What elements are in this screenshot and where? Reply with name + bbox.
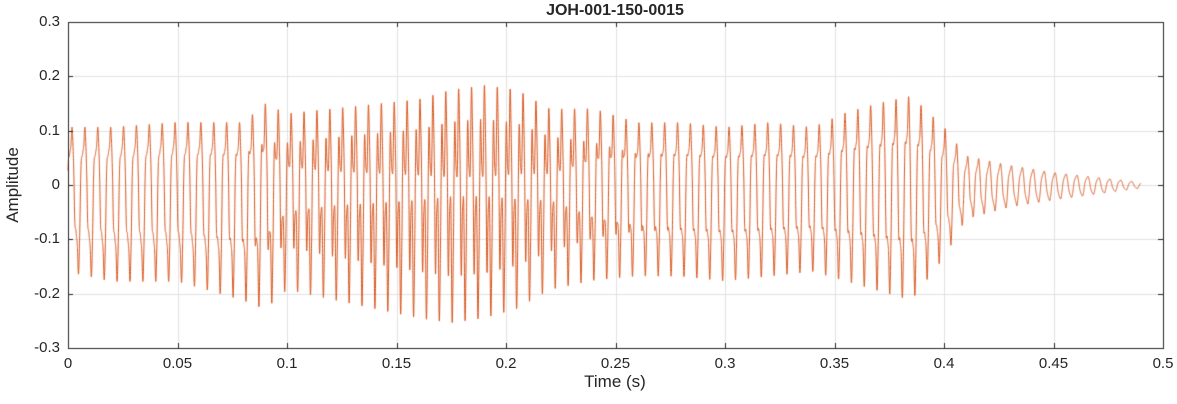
- x-tick-label: 0.1: [276, 355, 298, 372]
- y-tick-label: 0.2: [39, 67, 60, 85]
- x-axis-label: Time (s): [584, 372, 646, 391]
- x-tick-label: 0.4: [933, 355, 955, 372]
- x-tick-label: 0.05: [162, 355, 193, 372]
- y-tick-label: 0: [51, 176, 60, 193]
- x-tick-label: 0.35: [819, 355, 850, 372]
- x-tick-label: 0.2: [495, 355, 517, 372]
- x-tick-label: 0.5: [1152, 355, 1174, 372]
- y-tick-label: -0.2: [34, 284, 60, 302]
- y-tick-label: 0.1: [39, 121, 60, 139]
- y-tick-label: -0.3: [34, 339, 60, 356]
- x-tick-label: 0: [63, 355, 73, 372]
- x-tick-label: 0.45: [1038, 355, 1069, 372]
- x-tick-label: 0.25: [600, 355, 631, 372]
- x-tick-label: 0.3: [714, 355, 736, 372]
- x-tick-label: 0.15: [381, 355, 412, 372]
- chart-title: JOH-001-150-0015: [546, 2, 684, 19]
- y-tick-label: -0.1: [34, 230, 60, 248]
- y-tick-label: 0.3: [39, 13, 60, 30]
